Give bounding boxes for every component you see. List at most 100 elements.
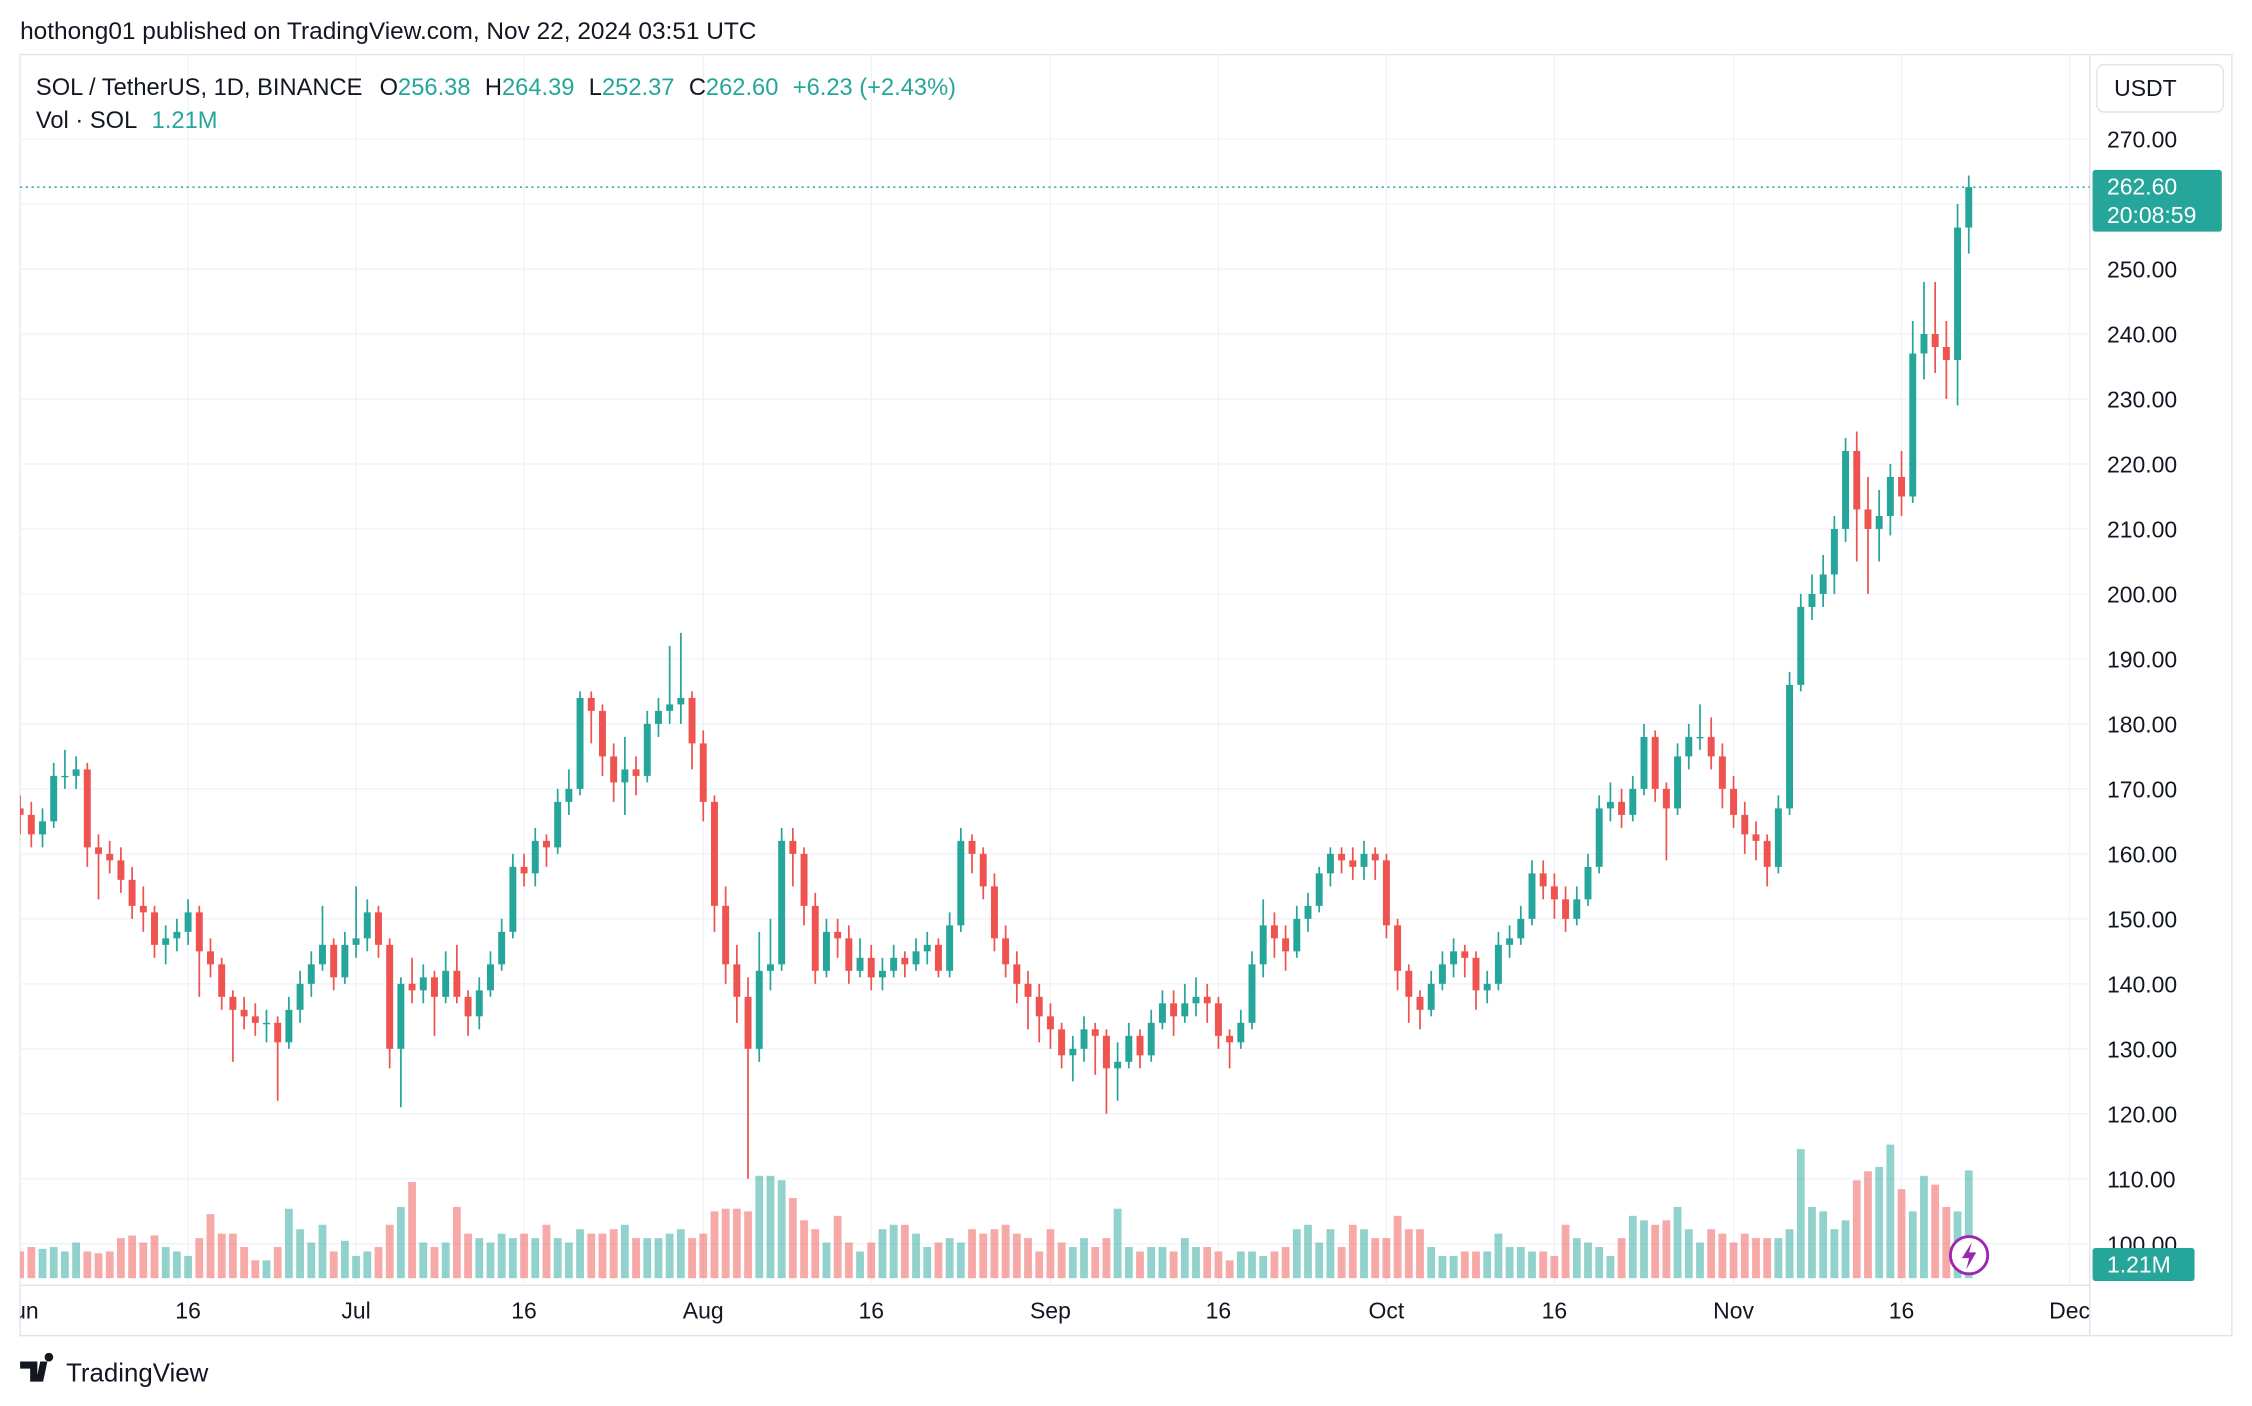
candle-body [363,912,371,939]
volume-bar [1180,1238,1189,1279]
volume-bar [721,1208,730,1279]
candle-body [1405,970,1413,997]
volume-bar [262,1260,271,1279]
volume-bar [408,1182,416,1279]
volume-bar [1830,1229,1839,1279]
volume-bar [520,1233,528,1279]
candle-body [1539,873,1547,887]
volume-bar [441,1242,450,1279]
volume-bar [1248,1251,1256,1279]
candle-body [1830,528,1838,575]
volume-bar [1416,1229,1424,1279]
volume-bar [1483,1251,1492,1279]
x-tick-label: 16 [175,1297,201,1323]
candle-body [565,788,573,802]
candle-body [83,769,91,848]
volume-bar [1752,1238,1760,1279]
volume-bar [1931,1184,1940,1279]
candle-body [856,957,864,971]
candle-body [1058,1029,1066,1056]
candle-body [587,697,595,711]
candle-body [240,1009,248,1017]
overlay: 262.60 20:08:59 1.21M [20,169,2222,1282]
volume-bar [217,1233,226,1279]
candle-body [901,957,909,965]
candle-body [1909,353,1917,497]
candle-body [733,964,741,997]
candle-body [1147,1022,1155,1056]
volume-bar [777,1180,786,1279]
volume-bar [800,1220,808,1279]
volume-bar [1595,1247,1604,1279]
chart-frame [19,53,2233,1337]
volume-bar [1796,1149,1805,1279]
candle-body [375,912,382,945]
volume-bar [318,1224,327,1279]
y-tick-label: 160.00 [2107,841,2177,867]
volume-bar [49,1247,58,1279]
volume-bar [475,1238,484,1279]
volume-bar [1516,1247,1525,1279]
volume-bar [1774,1238,1783,1279]
candle-body [867,957,875,978]
candle-body [632,769,640,776]
volume-bar [1326,1229,1335,1279]
candle-body [834,931,842,939]
volume-bar [1304,1224,1312,1279]
volume-bar [1192,1247,1200,1279]
volume-bar [1427,1247,1436,1279]
volume-bar [1001,1224,1010,1279]
candle-body [1651,736,1659,789]
candle-body [1685,736,1693,757]
candle-body [811,905,819,971]
candle-body [229,996,237,1010]
candle-body [1573,899,1581,919]
currency[interactable]: USDT [2114,75,2177,101]
volume-bar [1236,1251,1245,1279]
candle-body [1181,1003,1189,1017]
volume-bar [1281,1247,1290,1279]
candle-body [498,931,506,965]
volume-bar [374,1247,383,1279]
volume-bar [105,1251,114,1279]
volume-bar [1158,1247,1167,1279]
volume-bar [195,1238,204,1279]
candle-body [554,801,562,848]
candle-body [1662,788,1670,809]
candle-body [1125,1035,1133,1062]
candle-body [1248,964,1256,1023]
alert-bolt [1961,1242,1977,1270]
candle-body [50,775,58,822]
candle-body [1763,840,1771,867]
candle-body [755,970,763,1049]
y-tick-label: 220.00 [2107,452,2177,478]
ohlc-value: 264.39 [502,75,574,101]
candle-body [330,944,338,978]
volume-bar [1214,1251,1223,1279]
volume-bar [172,1251,181,1279]
volume-bar [1808,1206,1816,1279]
candle-body [162,938,170,945]
volume-bar [508,1238,517,1279]
currency-button[interactable] [2096,63,2224,113]
volume-bar [1920,1175,1928,1279]
volume-bar [430,1247,439,1279]
candle-body [1931,334,1939,348]
candle-body [1427,983,1435,1010]
volume-bar [1438,1255,1447,1279]
candle-body [1282,938,1290,952]
volume-bar [553,1238,562,1279]
volume-tag-value: 1.21M [2107,1251,2171,1277]
y-tick-label: 230.00 [2107,387,2177,413]
candle-body [1091,1029,1099,1036]
candle-body [1517,918,1525,939]
volume-bar [1080,1238,1088,1279]
candle-body [173,931,181,939]
ohlc-value: 262.60 [706,75,778,101]
candle-body [1494,944,1502,984]
y-tick-label: 190.00 [2107,647,2177,673]
candle-body [1013,964,1021,984]
candle-body [1886,476,1894,516]
volume-bar [273,1247,282,1279]
